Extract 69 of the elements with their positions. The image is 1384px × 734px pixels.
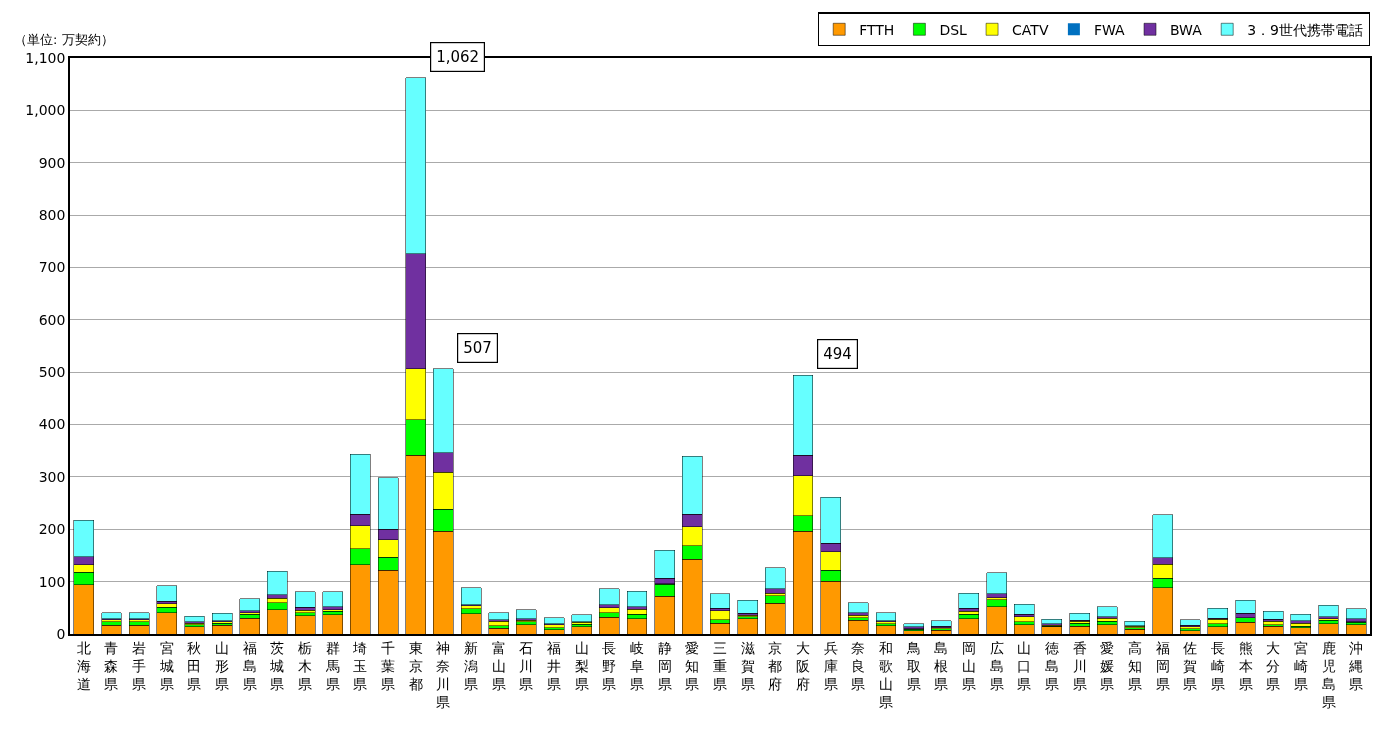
x-tick-label: 埼玉県 bbox=[352, 639, 368, 692]
x-tick-label: 佐賀県 bbox=[1183, 639, 1198, 692]
x-tick-label: 大分県 bbox=[1266, 639, 1281, 692]
legend-label: FTTH bbox=[859, 21, 895, 38]
x-tick-label: 宮崎県 bbox=[1293, 639, 1308, 692]
x-tick-label: 山梨県 bbox=[574, 639, 589, 692]
x-tick-label: 山口県 bbox=[1017, 639, 1032, 692]
x-tick-label: 島根県 bbox=[934, 639, 949, 692]
x-tick-label: 沖縄県 bbox=[1348, 639, 1364, 692]
x-tick-label: 徳島県 bbox=[1044, 639, 1059, 692]
legend-label: 3．9世代携帯電話 bbox=[1247, 21, 1364, 38]
x-tick-label: 岐阜県 bbox=[630, 639, 645, 692]
x-tick-label: 長崎県 bbox=[1210, 639, 1225, 692]
y-tick-label: 100 bbox=[38, 573, 66, 590]
y-tick-label: 1,100 bbox=[25, 49, 66, 66]
annotation: 494 bbox=[823, 345, 852, 364]
x-tick-label: 福井県 bbox=[547, 639, 562, 692]
x-tick-label: 長野県 bbox=[602, 639, 617, 692]
x-tick-label: 京都府 bbox=[768, 639, 783, 692]
legend-label: FWA bbox=[1093, 21, 1126, 38]
y-tick-label: 300 bbox=[38, 468, 66, 485]
legend-label: CATV bbox=[1012, 21, 1049, 38]
x-tick-label: 鹿児島県 bbox=[1321, 639, 1336, 711]
x-tick-label: 鳥取県 bbox=[905, 639, 921, 692]
x-tick-label: 富山県 bbox=[491, 639, 506, 692]
x-tick-label: 福岡県 bbox=[1155, 639, 1170, 692]
y-tick-label: 400 bbox=[38, 416, 66, 433]
x-tick-label: 福島県 bbox=[242, 639, 257, 692]
y-tick-label: 1,000 bbox=[25, 102, 66, 119]
x-tick-label: 愛媛県 bbox=[1100, 639, 1115, 692]
x-tick-label: 神奈川県 bbox=[436, 639, 451, 711]
x-tick-label: 岩手県 bbox=[132, 639, 147, 692]
x-tick-label: 新潟県 bbox=[464, 639, 479, 692]
x-tick-label: 北海道 bbox=[76, 639, 91, 692]
x-tick-label: 岡山県 bbox=[961, 639, 976, 692]
x-tick-label: 高知県 bbox=[1127, 639, 1142, 692]
y-tick-label: 600 bbox=[38, 311, 66, 328]
x-tick-label: 奈良県 bbox=[851, 639, 866, 692]
y-tick-label: 0 bbox=[56, 625, 66, 642]
x-tick-label: 三重県 bbox=[713, 639, 727, 692]
y-tick-label: 700 bbox=[38, 259, 66, 276]
x-tick-label: 和歌山県 bbox=[878, 639, 893, 711]
y-tick-label: 900 bbox=[38, 154, 66, 171]
x-tick-label: 宮城県 bbox=[158, 639, 174, 692]
x-tick-label: 千葉県 bbox=[381, 639, 396, 692]
legend-label: DSL bbox=[939, 21, 968, 38]
y-tick-label: 500 bbox=[38, 364, 66, 381]
x-tick-label: 大阪府 bbox=[795, 639, 810, 692]
x-tick-label: 香川県 bbox=[1072, 639, 1087, 692]
legend-label: BWA bbox=[1170, 21, 1203, 38]
x-tick-label: 栃木県 bbox=[298, 639, 313, 692]
x-tick-label: 兵庫県 bbox=[823, 639, 838, 692]
y-tick-label: 800 bbox=[38, 206, 66, 223]
x-tick-label: 石川県 bbox=[519, 639, 534, 692]
x-tick-label: 広島県 bbox=[989, 639, 1004, 692]
x-tick-label: 愛知県 bbox=[685, 639, 700, 692]
x-tick-label: 茨城県 bbox=[269, 639, 285, 692]
annotation: 1,062 bbox=[436, 48, 480, 67]
y-axis-title: （単位: 万契約） bbox=[14, 32, 114, 47]
y-tick-label: 200 bbox=[38, 521, 66, 538]
x-tick-label: 秋田県 bbox=[187, 639, 202, 692]
x-tick-label: 静岡県 bbox=[657, 639, 672, 692]
x-tick-label: 青森県 bbox=[104, 639, 119, 692]
x-tick-label: 東京都 bbox=[408, 639, 423, 692]
annotation: 507 bbox=[463, 339, 492, 358]
x-tick-label: 熊本県 bbox=[1238, 639, 1253, 692]
x-tick-label: 群馬県 bbox=[324, 639, 340, 692]
x-tick-label: 滋賀県 bbox=[740, 639, 755, 692]
x-tick-label: 山形県 bbox=[215, 639, 230, 692]
